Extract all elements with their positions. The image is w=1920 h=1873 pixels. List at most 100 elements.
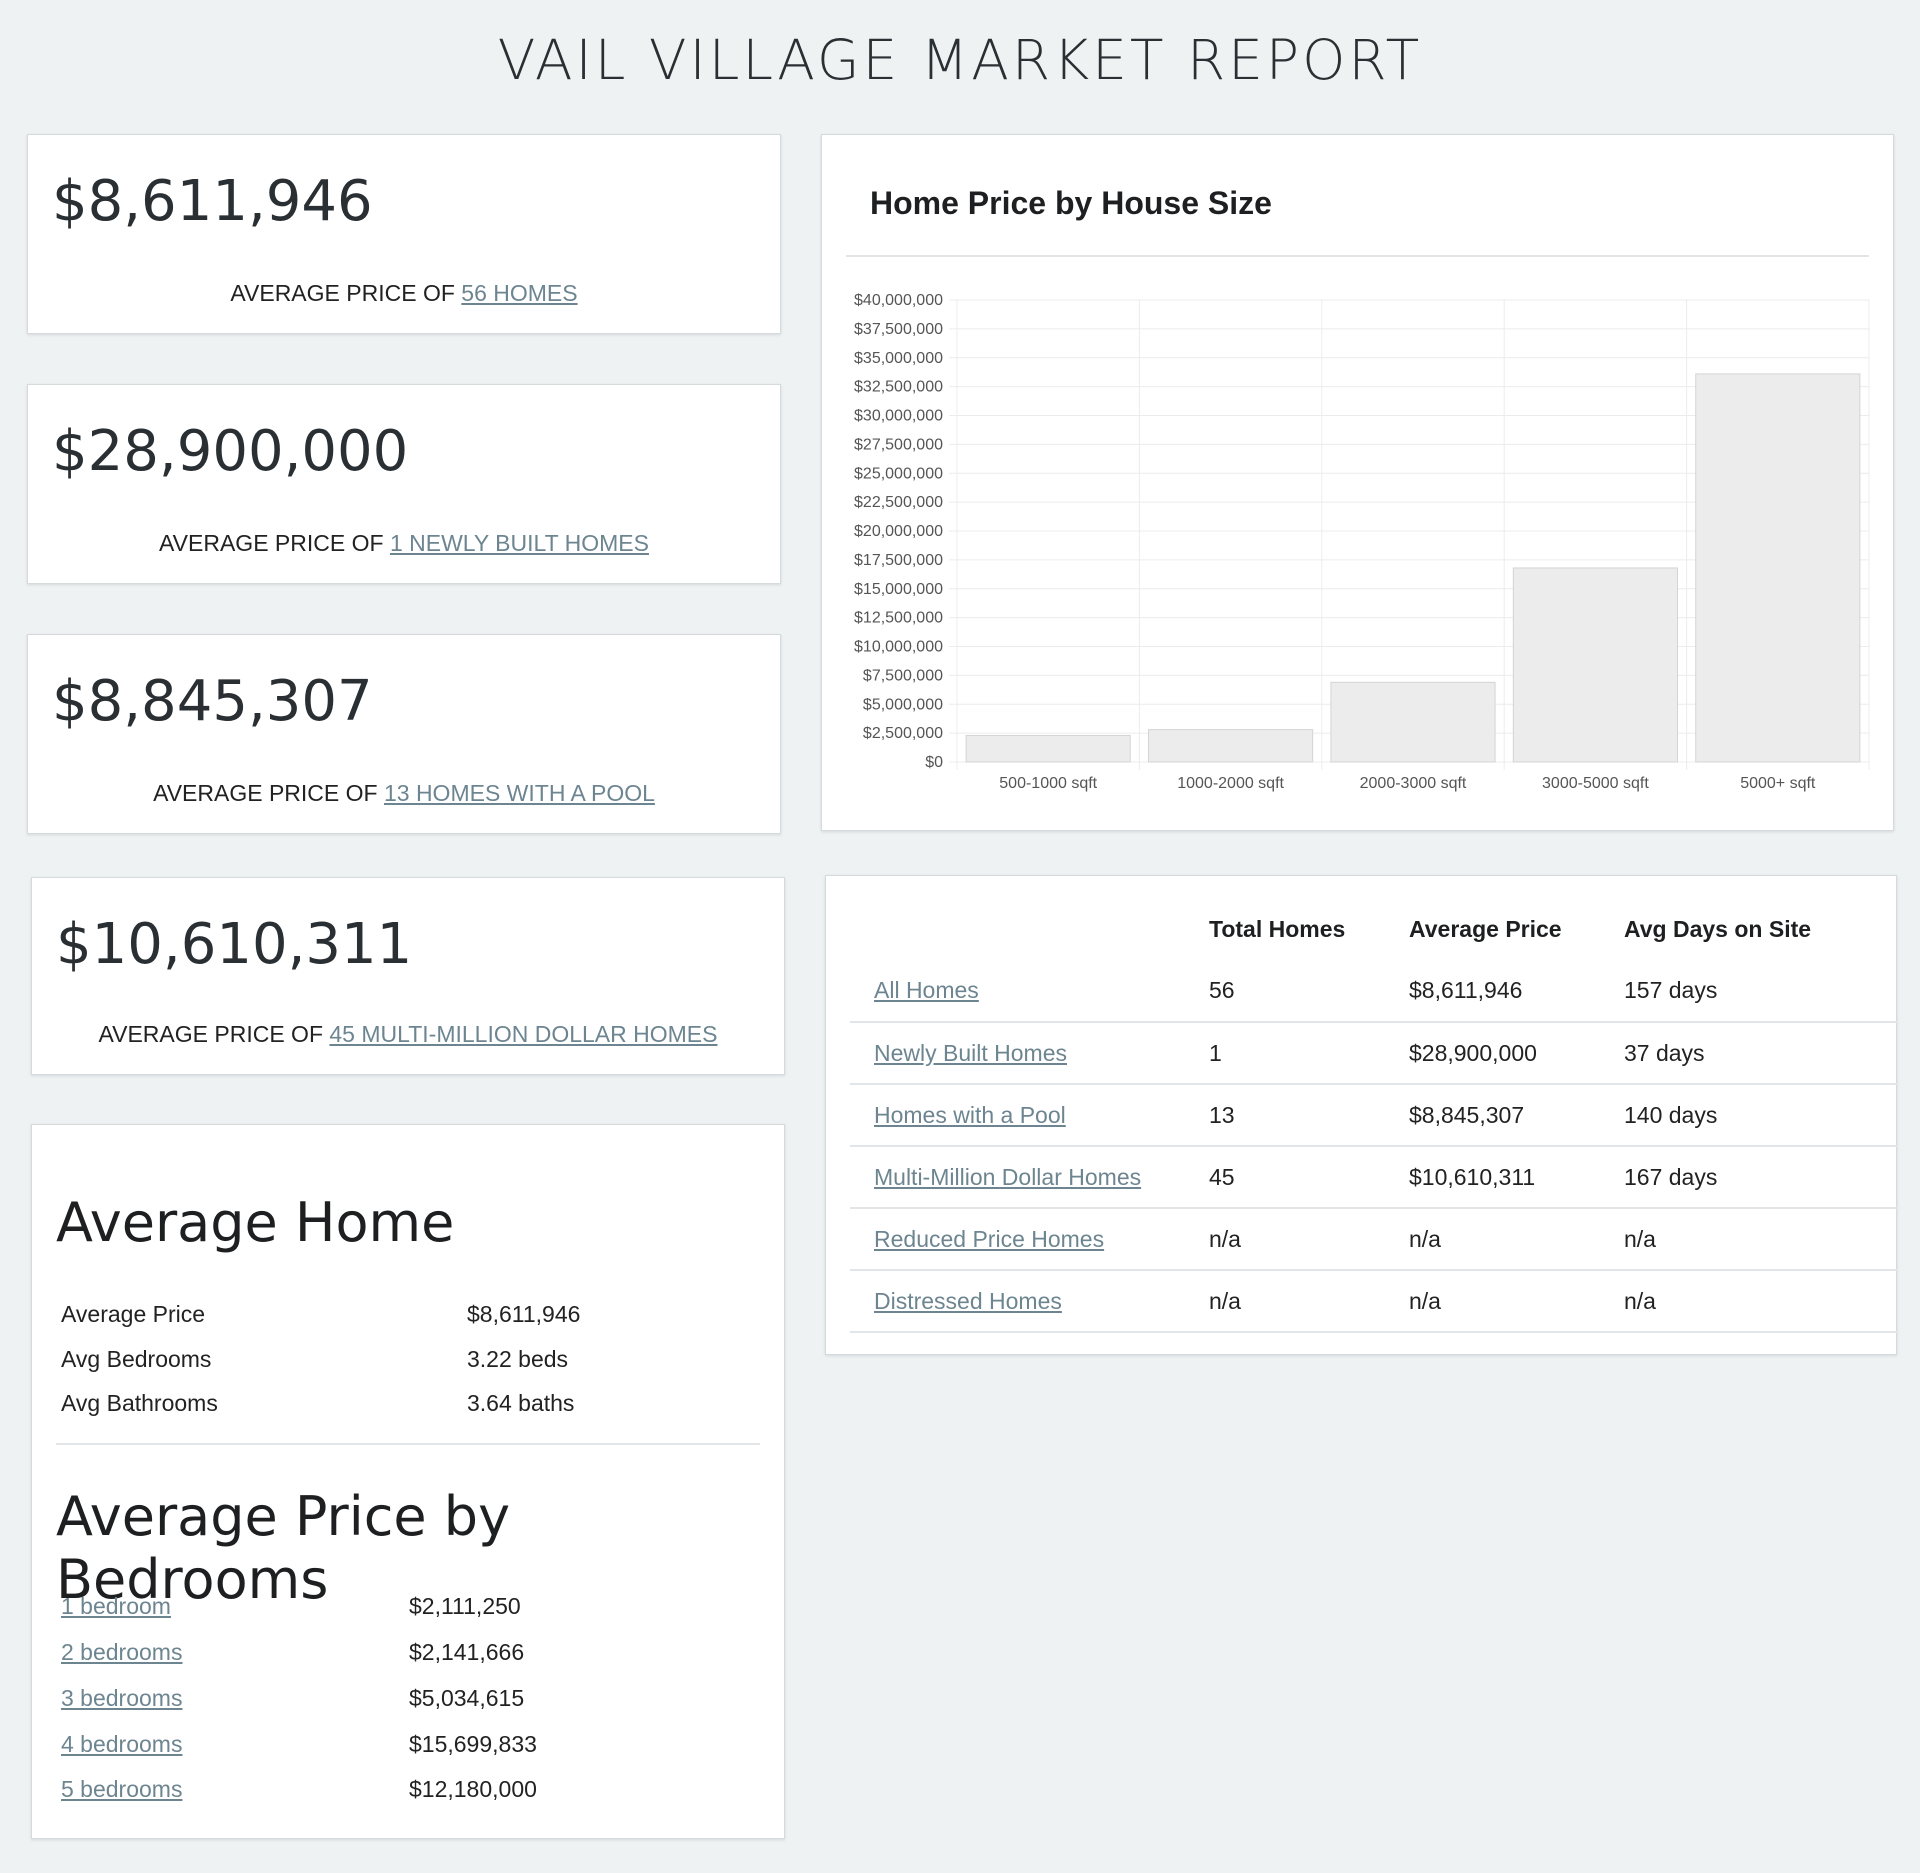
bar [1330,681,1496,763]
table-row: All Homes 56 $8,611,946 157 days [850,960,1898,1023]
row-link-distressed[interactable]: Distressed Homes [874,1287,1062,1314]
y-tick-label: $25,000,000 [854,465,943,482]
stat-link-newly-built[interactable]: 1 NEWLY BUILT HOMES [389,530,649,556]
chart-title: Home Price by House Size [870,185,1272,221]
chart-divider [846,255,1869,257]
stat-card-all-homes: $8,611,946 AVERAGE PRICE OF 56 HOMES [27,134,781,334]
stat-link-pool[interactable]: 13 HOMES WITH A POOL [383,780,655,806]
row-link-reduced-price[interactable]: Reduced Price Homes [874,1225,1105,1252]
row-days: 157 days [1624,960,1898,1023]
header-avg-days: Avg Days on Site [1624,915,1812,942]
bedroom-row: 4 bedrooms [61,1724,182,1764]
row-days: n/a [1624,1270,1898,1333]
bedroom-link-4[interactable]: 4 bedrooms [61,1731,183,1757]
stat-card-multi-million: $10,610,311 AVERAGE PRICE OF 45 MULTI-MI… [31,877,785,1075]
row-avg-price: $8,611,946 [1409,960,1624,1023]
stat-caption: AVERAGE PRICE OF 1 NEWLY BUILT HOMES [28,530,780,557]
y-tick-label: $22,500,000 [854,494,943,511]
row-total: 13 [1209,1084,1409,1147]
bedroom-value-3: $5,034,615 [409,1685,525,1711]
avg-bedrooms-label: Avg Bedrooms [61,1346,212,1372]
table-row: Homes with a Pool 13 $8,845,307 140 days [850,1084,1898,1147]
stat-value: $10,610,311 [56,912,413,977]
row-label-cell: Homes with a Pool [850,1084,1209,1147]
section-divider [56,1443,760,1445]
header-label [850,898,1209,960]
stat-value: $8,845,307 [52,669,373,734]
bedroom-link-2[interactable]: 2 bedrooms [61,1639,183,1665]
y-tick-label: $5,000,000 [863,696,943,713]
x-tick-label: 5000+ sqft [1740,775,1816,792]
row-total: 56 [1209,960,1409,1023]
x-tick-label: 2000-3000 sqft [1360,775,1467,792]
y-tick-label: $10,000,000 [854,639,943,656]
y-tick-label: $37,500,000 [854,321,943,338]
bar-chart: $0 $2,500,000 $5,000,000 $7,500,000 $10,000,… [854,292,1870,792]
bedroom-value-5: $12,180,000 [409,1776,537,1802]
row-days: n/a [1624,1208,1898,1271]
row-link-newly-built[interactable]: Newly Built Homes [874,1039,1067,1066]
row-avg-price: $10,610,311 [1409,1146,1624,1209]
table-row: Multi-Million Dollar Homes 45 $10,610,31… [850,1146,1898,1209]
row-label-cell: All Homes [850,960,1209,1023]
bedroom-row: 5 bedrooms [61,1769,182,1809]
bedroom-value-4: $15,699,833 [409,1731,537,1757]
table-row: Reduced Price Homes n/a n/a n/a [850,1208,1898,1271]
avg-price-value: $8,611,946 [467,1301,581,1327]
table-row: Distressed Homes n/a n/a n/a [850,1270,1898,1333]
stat-card-newly-built: $28,900,000 AVERAGE PRICE OF 1 NEWLY BUI… [27,384,781,584]
bar [1695,373,1861,763]
row-total: 45 [1209,1146,1409,1209]
x-tick-label: 1000-2000 sqft [1177,775,1284,792]
bedrooms-heading: Average Price by Bedrooms [56,1485,511,1611]
row-label-cell: Reduced Price Homes [850,1208,1209,1271]
table-row: Newly Built Homes 1 $28,900,000 37 days [850,1022,1898,1085]
avg-bedrooms-value: 3.22 beds [467,1346,569,1372]
row-days: 37 days [1624,1022,1898,1085]
page-title: VAIL VILLAGE MARKET REPORT [497,28,1423,92]
bedroom-value-1: $2,111,250 [409,1593,521,1619]
row-avg-price: n/a [1409,1208,1624,1271]
row-link-all-homes[interactable]: All Homes [874,977,979,1003]
y-tick-label: $12,500,000 [854,610,943,627]
y-tick-label: $27,500,000 [854,436,943,453]
y-tick-label: $40,000,000 [854,292,943,309]
stat-caption: AVERAGE PRICE OF 13 HOMES WITH A POOL [28,780,780,807]
stat-value: $8,611,946 [52,169,373,234]
row-label-cell: Newly Built Homes [850,1022,1209,1085]
row-link-pool[interactable]: Homes with a Pool [874,1101,1066,1128]
avg-bathrooms-value: 3.64 baths [467,1390,575,1416]
row-total: 1 [1209,1022,1409,1085]
summary-table-card: Total Homes Average Price Avg Days on Si… [825,875,1898,1355]
y-tick-label: $35,000,000 [854,350,943,367]
bedroom-link-3[interactable]: 3 bedrooms [61,1685,183,1711]
y-tick-label: $2,500,000 [863,725,943,742]
stat-value: $28,900,000 [52,419,409,484]
average-home-heading: Average Home [56,1191,455,1254]
avg-bathrooms-label: Avg Bathrooms [61,1390,218,1416]
chart-card: Home Price by House Size $0 $2,500,000 $5,… [821,134,1894,831]
y-tick-label: $32,500,000 [854,379,943,396]
y-tick-label: $20,000,000 [854,523,943,540]
stat-caption-prefix: AVERAGE PRICE OF [153,780,384,806]
row-days: 167 days [1624,1146,1898,1209]
bedroom-link-5[interactable]: 5 bedrooms [61,1776,183,1802]
summary-table: Total Homes Average Price Avg Days on Si… [850,898,1898,1333]
stat-caption-prefix: AVERAGE PRICE OF [159,530,390,556]
stat-caption: AVERAGE PRICE OF 56 HOMES [28,280,780,307]
stat-link-homes[interactable]: 56 HOMES [461,280,578,306]
bedroom-row: 1 bedroom [61,1586,171,1626]
header-average-price: Average Price [1409,915,1562,942]
bar [1512,567,1678,763]
average-home-card: Average Home Average Price $8,611,946 Av… [31,1124,785,1839]
bedroom-row: 2 bedrooms [61,1632,182,1672]
bedroom-value-2: $2,141,666 [409,1639,525,1665]
row-total: n/a [1209,1208,1409,1271]
avg-price-label: Average Price [61,1301,206,1327]
stat-card-pool: $8,845,307 AVERAGE PRICE OF 13 HOMES WIT… [27,634,781,834]
stat-link-multi-million[interactable]: 45 MULTI-MILLION DOLLAR HOMES [329,1021,718,1047]
row-avg-price: $28,900,000 [1409,1022,1624,1085]
bedroom-link-1[interactable]: 1 bedroom [61,1593,171,1619]
row-link-multi-million[interactable]: Multi-Million Dollar Homes [874,1163,1142,1190]
row-total: n/a [1209,1270,1409,1333]
